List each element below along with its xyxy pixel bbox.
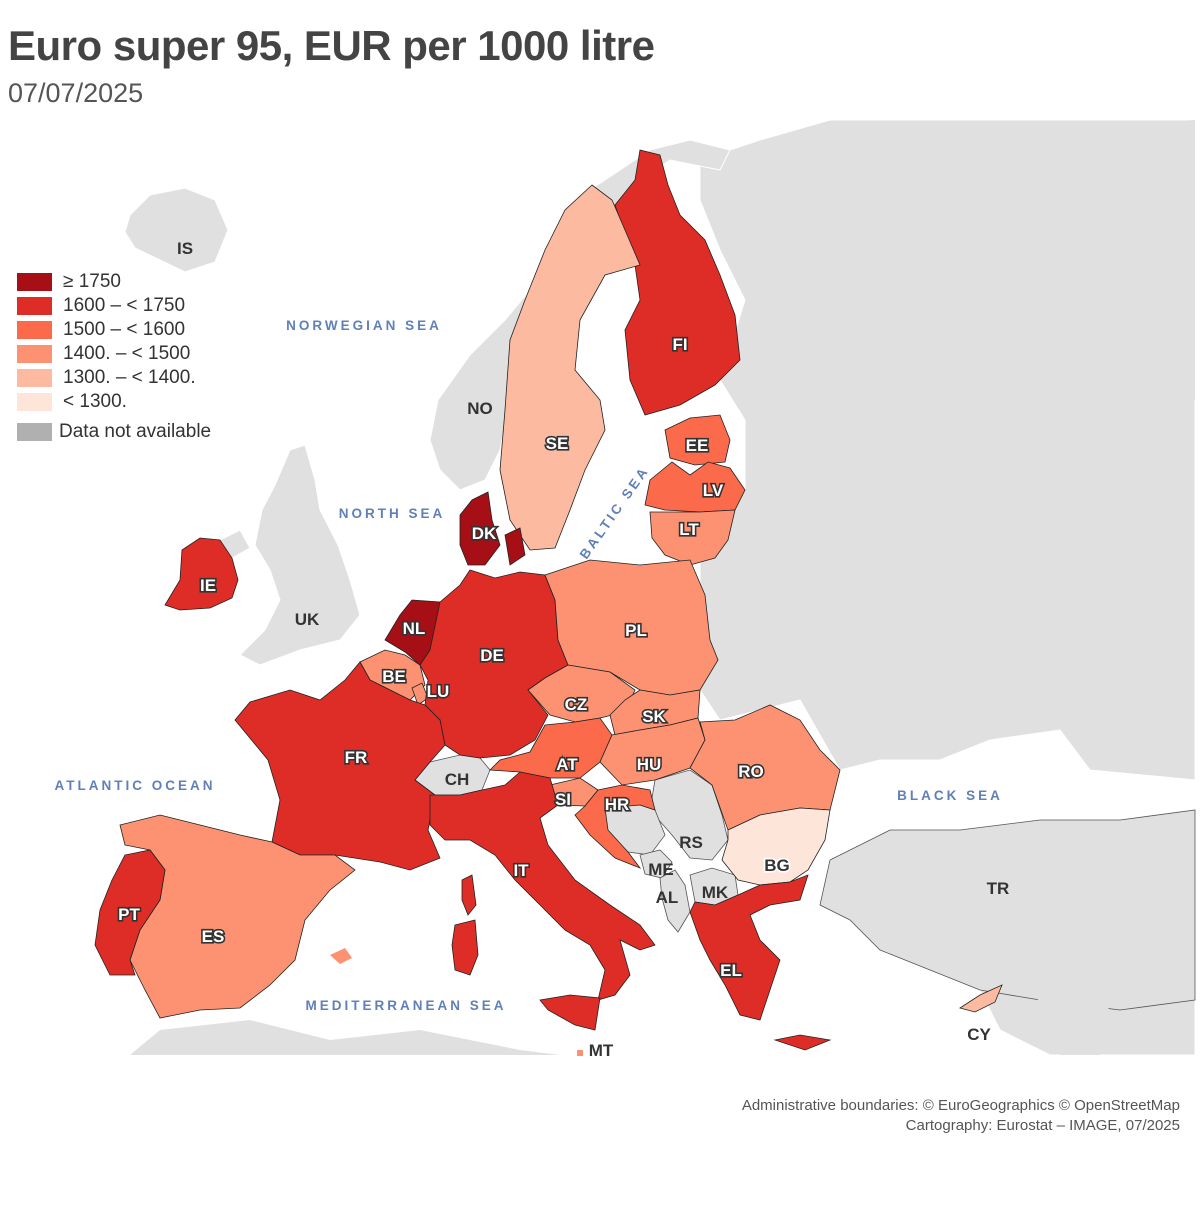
sea-label-atlantic: ATLANTIC OCEAN bbox=[55, 778, 216, 793]
legend-label: 1300. – < 1400. bbox=[63, 367, 196, 388]
legend-item: 1300. – < 1400. bbox=[16, 366, 211, 390]
legend-label: 1400. – < 1500 bbox=[63, 343, 191, 364]
country-DK bbox=[459, 491, 526, 566]
legend-label: 1500 – < 1600 bbox=[63, 319, 186, 340]
label-TR: TR bbox=[987, 879, 1010, 898]
label-CZ: CZ bbox=[565, 695, 588, 714]
label-LT: LT bbox=[679, 520, 699, 539]
label-AL: AL bbox=[656, 888, 679, 907]
label-AT: AT bbox=[556, 755, 578, 774]
label-EL: EL bbox=[720, 961, 742, 980]
label-LU: LU bbox=[427, 682, 450, 701]
country-MT bbox=[577, 1050, 583, 1056]
label-IE: IE bbox=[200, 576, 216, 595]
map-legend: ≥ 1750 1600 – < 1750 1500 – < 1600 1400.… bbox=[16, 270, 211, 444]
label-NO: NO bbox=[467, 399, 493, 418]
label-EE: EE bbox=[686, 436, 709, 455]
label-DK: DK bbox=[472, 524, 497, 543]
country-BG bbox=[721, 807, 831, 886]
legend-label: < 1300. bbox=[63, 391, 127, 412]
legend-swatch bbox=[16, 368, 53, 388]
country-UK bbox=[239, 444, 361, 666]
country-RS bbox=[649, 769, 729, 861]
legend-swatch bbox=[16, 320, 53, 340]
map-subtitle: 07/07/2025 bbox=[8, 78, 144, 108]
label-RO: RO bbox=[738, 762, 764, 781]
label-DE: DE bbox=[480, 646, 504, 665]
sea-label-black: BLACK SEA bbox=[897, 788, 1003, 803]
legend-item: < 1300. bbox=[16, 390, 211, 414]
country-FI bbox=[614, 149, 741, 416]
country-IT-sicily bbox=[539, 994, 601, 1031]
country-ES-balearic bbox=[330, 948, 352, 964]
credits-boundaries: Administrative boundaries: © EuroGeograp… bbox=[741, 1097, 1180, 1114]
country-SE bbox=[499, 184, 641, 551]
label-RS: RS bbox=[679, 833, 703, 852]
label-PL: PL bbox=[625, 621, 647, 640]
label-ME: ME bbox=[648, 860, 674, 879]
label-CY: CY bbox=[967, 1025, 991, 1044]
label-IT: IT bbox=[513, 861, 529, 880]
legend-swatch bbox=[16, 344, 53, 364]
label-SE: SE bbox=[546, 434, 569, 453]
label-MK: MK bbox=[702, 883, 729, 902]
map-credits: Administrative boundaries: © EuroGeograp… bbox=[742, 1096, 1180, 1136]
legend-item: 1400. – < 1500 bbox=[16, 342, 211, 366]
sea-label-north: NORTH SEA bbox=[339, 506, 446, 521]
label-BE: BE bbox=[382, 667, 406, 686]
country-PT bbox=[94, 849, 166, 976]
country-LV bbox=[644, 461, 746, 513]
country-IT-sardinia bbox=[451, 919, 479, 976]
country-AL bbox=[659, 869, 691, 933]
label-ES: ES bbox=[202, 927, 225, 946]
label-UK: UK bbox=[295, 610, 320, 629]
label-FI: FI bbox=[672, 335, 687, 354]
country-DE bbox=[419, 569, 569, 759]
country-EE bbox=[664, 414, 731, 466]
label-HU: HU bbox=[637, 755, 662, 774]
label-LV: LV bbox=[703, 481, 724, 500]
label-MT: MT bbox=[589, 1041, 614, 1060]
land-levant bbox=[1030, 960, 1110, 1055]
sea-label-norwegian: NORWEGIAN SEA bbox=[286, 318, 442, 333]
country-ME bbox=[639, 849, 673, 879]
sea-label-mediterranean: MEDITERRANEAN SEA bbox=[305, 998, 506, 1013]
label-NL: NL bbox=[403, 619, 426, 638]
legend-swatch bbox=[16, 392, 53, 412]
legend-swatch bbox=[16, 296, 53, 316]
legend-label: 1600 – < 1750 bbox=[63, 295, 186, 316]
country-HU bbox=[599, 717, 706, 786]
legend-item-na: Data not available bbox=[16, 420, 211, 444]
country-LT bbox=[649, 509, 736, 566]
map-title: Euro super 95, EUR per 1000 litre bbox=[8, 22, 655, 69]
legend-swatch-na bbox=[16, 422, 53, 442]
country-IE bbox=[164, 537, 239, 611]
land-turkey bbox=[819, 809, 1196, 1011]
country-IT bbox=[429, 771, 656, 1001]
country-IS bbox=[124, 187, 229, 273]
label-PT: PT bbox=[118, 905, 140, 924]
legend-item: 1500 – < 1600 bbox=[16, 318, 211, 342]
country-FR-corsica bbox=[461, 874, 477, 916]
label-FR: FR bbox=[345, 748, 368, 767]
legend-item: ≥ 1750 bbox=[16, 270, 211, 294]
label-BG: BG bbox=[764, 856, 790, 875]
label-SK: SK bbox=[642, 707, 666, 726]
land-north-africa bbox=[130, 1020, 560, 1055]
country-CY bbox=[959, 984, 1003, 1013]
legend-item: 1600 – < 1750 bbox=[16, 294, 211, 318]
legend-swatch bbox=[16, 272, 53, 292]
credits-cartography: Cartography: Eurostat – IMAGE, 07/2025 bbox=[905, 1117, 1180, 1134]
label-IS: IS bbox=[177, 239, 193, 258]
legend-label-na: Data not available bbox=[59, 421, 212, 442]
label-CH: CH bbox=[445, 770, 470, 789]
label-HR: HR bbox=[605, 795, 630, 814]
label-SI: SI bbox=[555, 790, 571, 809]
country-HR bbox=[574, 784, 656, 869]
land-russia-north bbox=[740, 120, 1195, 420]
country-EL bbox=[689, 874, 832, 1051]
sea-label-baltic: BALTIC SEA bbox=[577, 463, 652, 562]
legend-label: ≥ 1750 bbox=[63, 271, 121, 292]
